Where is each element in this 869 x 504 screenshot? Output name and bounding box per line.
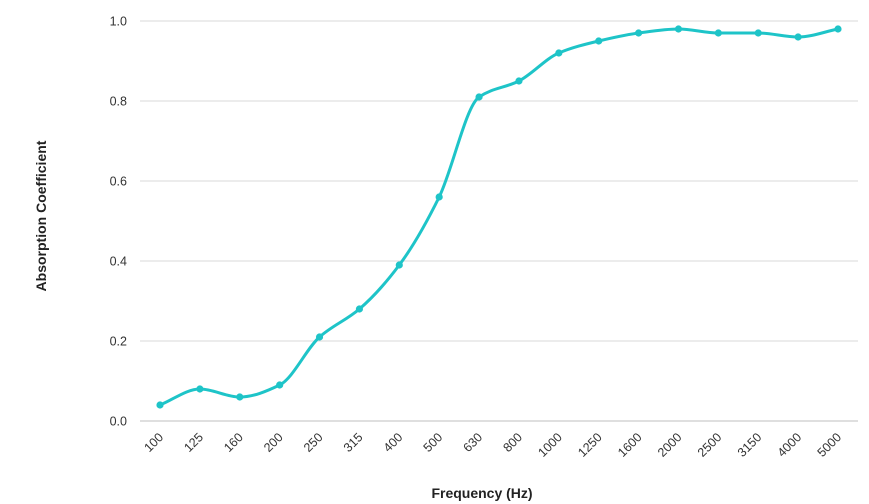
x-tick-labels: 100 125 160 200 250 315 400 500 630 800 1000 1250 16… (141, 430, 844, 460)
x-tick-label: 630 (461, 430, 486, 455)
data-points (156, 25, 842, 409)
y-tick-labels: 0.0 0.2 0.4 0.6 0.8 1.0 (110, 15, 127, 429)
data-point (634, 29, 643, 37)
x-tick-label: 1250 (575, 430, 605, 460)
x-tick-label: 160 (221, 430, 246, 455)
data-point (315, 333, 324, 341)
grid-lines (140, 20, 858, 422)
y-tick-label: 0.2 (110, 335, 127, 349)
data-point (435, 193, 443, 201)
x-tick-label: 200 (261, 430, 286, 455)
data-point (276, 381, 284, 389)
data-point (714, 29, 722, 37)
x-tick-label: 2500 (695, 430, 725, 460)
data-point (674, 25, 683, 33)
x-tick-label: 250 (301, 430, 326, 455)
y-tick-label: 0.6 (110, 175, 127, 189)
data-point (515, 77, 523, 85)
x-tick-label: 125 (181, 430, 206, 455)
data-point (555, 49, 563, 57)
data-point (754, 29, 762, 37)
x-tick-label: 400 (381, 430, 406, 455)
x-tick-label: 800 (500, 430, 525, 455)
data-point (475, 93, 483, 101)
x-tick-label: 5000 (815, 430, 845, 460)
x-tick-label: 3150 (735, 430, 765, 460)
data-point (355, 305, 364, 313)
y-axis-title: Absorption Coefficient (33, 140, 49, 291)
x-tick-label: 1600 (615, 430, 645, 460)
x-axis-title: Frequency (Hz) (431, 485, 532, 501)
data-point (794, 33, 802, 41)
y-tick-label: 0.0 (110, 415, 127, 429)
y-tick-label: 0.8 (110, 95, 127, 109)
y-tick-label: 0.4 (110, 255, 127, 269)
x-tick-label: 500 (421, 430, 446, 455)
data-point (595, 37, 603, 45)
x-tick-label: 1000 (535, 430, 565, 460)
x-tick-label: 315 (341, 430, 366, 455)
y-tick-label: 1.0 (110, 15, 127, 29)
series-line (158, 27, 840, 407)
data-point (156, 401, 164, 409)
data-point (834, 25, 842, 33)
x-tick-label: 2000 (655, 430, 685, 460)
x-tick-label: 100 (141, 430, 166, 455)
x-tick-label: 4000 (775, 430, 805, 460)
data-point (236, 393, 244, 401)
data-point (196, 385, 204, 393)
data-point (395, 261, 403, 269)
